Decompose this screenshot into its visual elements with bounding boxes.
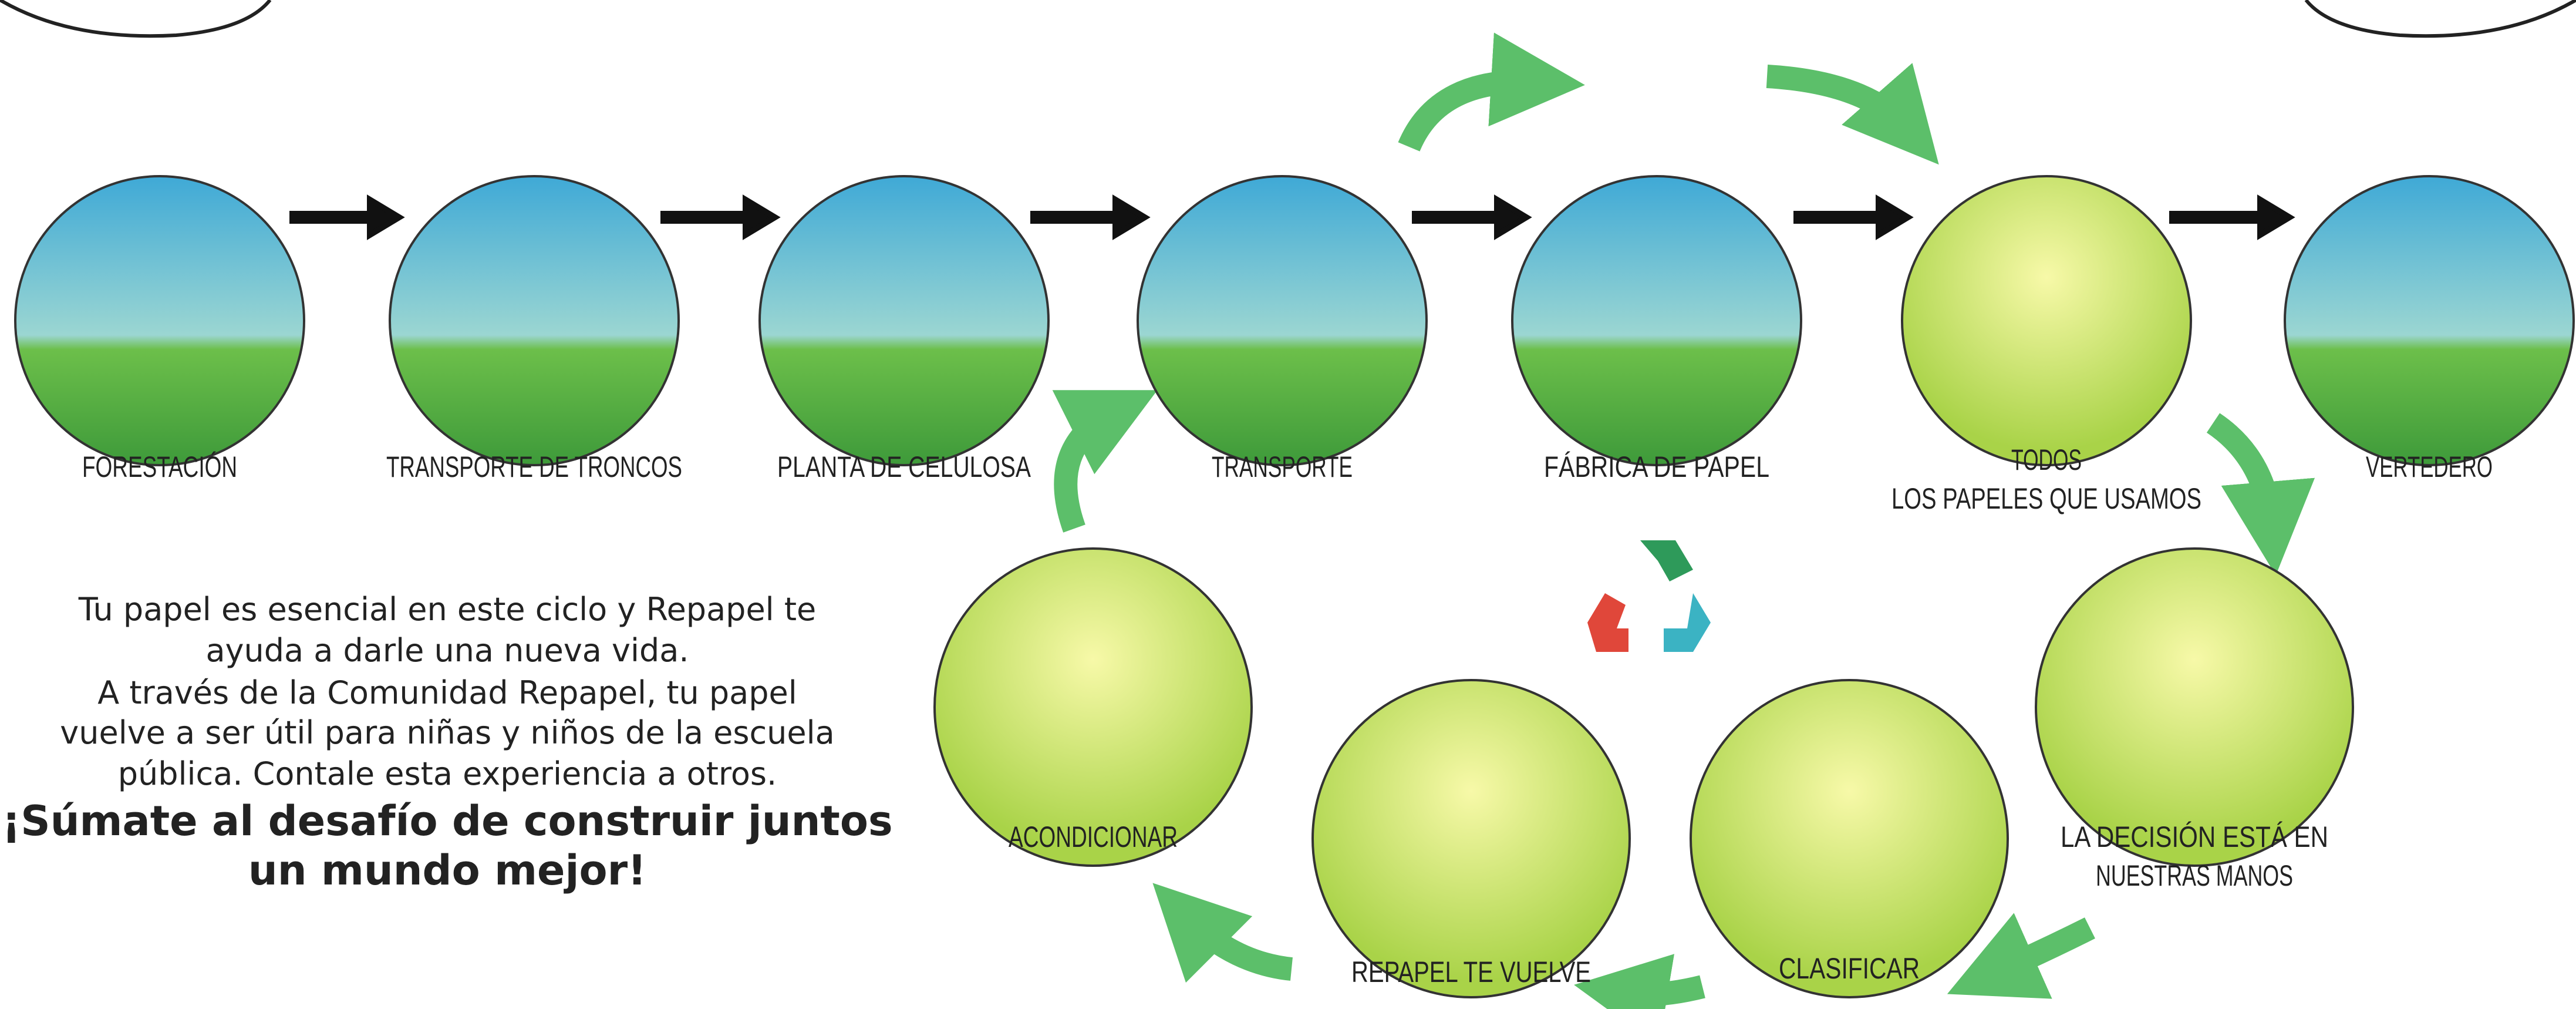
flow-arrow xyxy=(1415,200,1526,235)
stage-label: TODOS xyxy=(2011,443,2082,476)
stage-label: PLANTA DE CELULOSA xyxy=(777,450,1031,483)
flow-arrow xyxy=(663,200,775,235)
stage-label: LOS PAPELES QUE USAMOS xyxy=(1891,482,2201,515)
stage-circle xyxy=(1313,680,1630,997)
stage-circle xyxy=(2036,549,2353,866)
stage-label: LA DECISIÓN ESTÁ EN xyxy=(2061,820,2328,853)
cycle-arrow xyxy=(1620,987,1702,994)
flow-arrow xyxy=(1796,200,1908,235)
flow-arrow xyxy=(2172,200,2290,235)
call-to-action: ¡Súmate al desafío de construir juntos xyxy=(2,797,892,845)
description: Tu papel es esencial en este ciclo y Rep… xyxy=(2,591,892,894)
description-line: pública. Contale esta experiencia a otro… xyxy=(118,755,777,792)
infographic: FORESTACIÓN TRANSPORTE DE TRONCOS PLANTA D… xyxy=(0,0,2576,1009)
flow-arrow xyxy=(1033,200,1145,235)
cycle-arrow xyxy=(1186,916,1292,969)
stage-circle xyxy=(1902,176,2191,465)
stage-circle xyxy=(935,549,1252,866)
stage-circle xyxy=(1138,176,1427,465)
stage-label: FORESTACIÓN xyxy=(82,450,237,483)
cycle-arrow xyxy=(1066,411,1115,529)
stage-label: ACONDICIONAR xyxy=(1009,820,1178,853)
description-line: A través de la Comunidad Repapel, tu pap… xyxy=(97,674,797,711)
stage-label: NUESTRAS MANOS xyxy=(2096,859,2293,892)
stage-label: REPAPEL TE VUELVE xyxy=(1351,956,1591,988)
stage-circle xyxy=(760,176,1048,465)
stage-circle xyxy=(2285,176,2574,465)
stage-circle xyxy=(1691,680,2008,997)
cycle-arrow xyxy=(1990,928,2090,975)
stage-label: TRANSPORTE DE TRONCOS xyxy=(386,450,682,483)
cycle-arrow xyxy=(2213,423,2272,529)
cycle-arrow xyxy=(1409,82,1538,147)
stage-circle xyxy=(15,176,304,465)
cycle-arrow xyxy=(1767,76,1908,129)
stage-circle xyxy=(1512,176,1801,465)
ribbon xyxy=(0,0,270,36)
stage-circle xyxy=(390,176,679,465)
stage-label: FÁBRICA DE PAPEL xyxy=(1544,450,1769,483)
stage-label: TRANSPORTE xyxy=(1212,450,1353,483)
call-to-action: un mundo mejor! xyxy=(248,846,646,894)
description-line: vuelve a ser útil para niñas y niños de … xyxy=(60,714,834,751)
description-line: Tu papel es esencial en este ciclo y Rep… xyxy=(78,591,816,628)
description-line: ayuda a darle una nueva vida. xyxy=(205,632,689,669)
stage-label: VERTEDERO xyxy=(2366,450,2493,483)
stage-label: CLASIFICAR xyxy=(1779,952,1920,985)
recycle-icon xyxy=(1587,540,1711,652)
flow-arrow xyxy=(292,200,399,235)
ribbon xyxy=(2306,0,2576,36)
